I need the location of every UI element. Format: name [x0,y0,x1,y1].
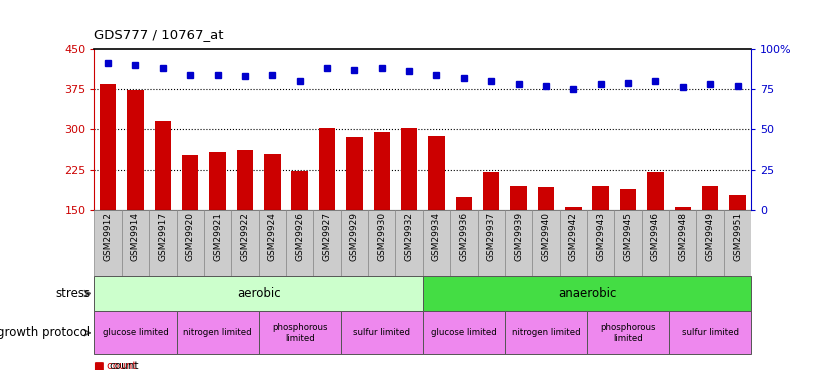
Text: sulfur limited: sulfur limited [353,328,410,338]
Bar [669,311,751,354]
Text: nitrogen limited: nitrogen limited [183,328,252,338]
Text: GSM29924: GSM29924 [268,212,277,261]
Bar [538,187,554,291]
Bar [368,210,396,276]
Bar [374,132,390,291]
Bar [100,84,117,291]
Bar [341,210,368,276]
Text: GSM29929: GSM29929 [350,212,359,261]
Bar [291,171,308,291]
Text: GSM29948: GSM29948 [678,212,687,261]
Bar [423,311,505,354]
Bar [154,121,171,291]
Bar [259,311,341,354]
Text: phosphorous
limited: phosphorous limited [272,323,328,342]
Text: GSM29912: GSM29912 [103,212,112,261]
Bar [505,210,532,276]
Text: GSM29936: GSM29936 [460,212,468,261]
Bar [94,276,423,311]
Text: GSM29937: GSM29937 [487,212,496,261]
Bar [401,128,417,291]
Bar [478,210,505,276]
Bar [232,210,259,276]
Bar [149,210,177,276]
Text: count: count [109,362,139,371]
Bar [642,210,669,276]
Bar [264,154,281,291]
Bar [236,150,253,291]
Bar [696,210,724,276]
Bar [259,210,286,276]
Text: GDS777 / 10767_at: GDS777 / 10767_at [94,28,224,41]
Bar [565,207,581,291]
Bar [560,210,587,276]
Bar [724,210,751,276]
Bar [177,210,204,276]
Text: aerobic: aerobic [236,287,281,300]
Bar [94,210,122,276]
Text: GSM29930: GSM29930 [378,212,386,261]
Bar [204,210,232,276]
Bar [314,210,341,276]
Bar [483,172,499,291]
Text: GSM29926: GSM29926 [296,212,304,261]
Text: GSM29932: GSM29932 [405,212,414,261]
Text: GSM29921: GSM29921 [213,212,222,261]
Text: GSM29949: GSM29949 [706,212,714,261]
Bar [593,186,609,291]
Bar [647,172,663,291]
Bar [319,128,335,291]
Bar [346,137,363,291]
Text: sulfur limited: sulfur limited [681,328,739,338]
Text: GSM29943: GSM29943 [596,212,605,261]
Bar [396,210,423,276]
Text: GSM29951: GSM29951 [733,212,742,261]
Text: glucose limited: glucose limited [103,328,168,338]
Bar [423,210,450,276]
Bar [450,210,478,276]
Text: stress: stress [55,287,90,300]
Bar [587,311,669,354]
Bar [177,311,259,354]
Bar [702,186,718,291]
Text: GSM29945: GSM29945 [624,212,632,261]
Text: GSM29934: GSM29934 [432,212,441,261]
Bar [729,195,745,291]
Text: GSM29917: GSM29917 [158,212,167,261]
Text: GSM29927: GSM29927 [323,212,332,261]
Bar [587,210,614,276]
Bar [669,210,696,276]
Text: GSM29922: GSM29922 [241,212,250,261]
Text: GSM29920: GSM29920 [186,212,195,261]
Bar [511,186,527,291]
Text: ■ count: ■ count [94,362,137,371]
Bar [122,210,149,276]
Bar [341,311,423,354]
Bar [532,210,560,276]
Text: GSM29942: GSM29942 [569,212,578,261]
Text: anaerobic: anaerobic [557,287,617,300]
Text: GSM29946: GSM29946 [651,212,660,261]
Bar [505,311,587,354]
Text: glucose limited: glucose limited [431,328,497,338]
Bar [94,311,177,354]
Text: phosphorous
limited: phosphorous limited [600,323,656,342]
Bar [429,136,445,291]
Bar [127,90,144,291]
Text: nitrogen limited: nitrogen limited [511,328,580,338]
Bar [286,210,314,276]
Text: GSM29914: GSM29914 [131,212,140,261]
Text: ■: ■ [94,362,104,371]
Text: GSM29940: GSM29940 [542,212,550,261]
Text: GSM29939: GSM29939 [514,212,523,261]
Bar [620,189,636,291]
Bar [423,276,751,311]
Bar [675,207,691,291]
Text: growth protocol: growth protocol [0,326,90,339]
Bar [182,154,199,291]
Bar [456,196,472,291]
Bar [209,153,226,291]
Bar [614,210,642,276]
